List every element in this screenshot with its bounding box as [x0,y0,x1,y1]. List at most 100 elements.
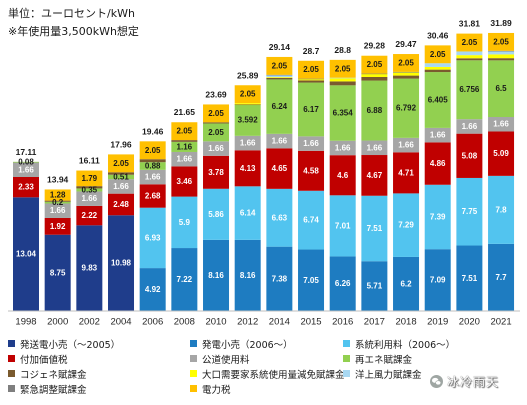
value-label-1998-series-0: 13.04 [16,250,37,259]
bar-2010-series-1 [203,239,230,311]
x-tick-label-2016: 2016 [332,317,353,328]
legend-label: 系統利用料（2006～） [355,339,456,351]
bar-2008-series-1 [171,248,198,311]
value-label-2004-series-3: 2.48 [113,200,129,209]
stacked-bar-chart: 13.042.331.660.088.751.921.660.21.289.83… [8,18,520,328]
bar-2021-series-10 [488,32,515,51]
legend-label: 大口需要家系統使用量減免賦課金 [202,369,345,381]
bar-2019-series-8 [424,63,451,67]
bar-2004-series-10 [108,154,135,173]
bar-2019-series-7 [424,66,451,70]
value-label-2017-series-1: 5.71 [367,282,383,291]
value-label-2015-series-10: 2.05 [303,65,319,74]
x-tick-label-2000: 2000 [47,317,68,328]
bar-2014-series-2 [266,188,293,247]
bar-2006-series-3 [139,184,166,208]
x-tick-label-2004: 2004 [110,317,131,328]
bar-2018-series-3 [393,152,420,194]
legend-item-6: コジェネ賦課金 [8,366,190,381]
x-tick-label-2008: 2008 [174,317,195,328]
bar-2020-series-5 [456,60,483,120]
bar-2012-series-2 [234,186,261,240]
value-label-2021-series-1: 7.7 [495,273,507,282]
value-label-2018-series-3: 4.71 [398,168,414,177]
bar-2014-series-9 [266,74,293,76]
total-label-2020: 31.81 [459,19,481,29]
bar-2019-series-6 [424,69,451,73]
legend-item-8: 洋上風力賦課金 [343,366,513,381]
value-label-2015-series-3: 4.58 [303,166,319,175]
value-label-2008-series-10: 2.05 [177,127,193,136]
bar-2017-series-10 [361,55,388,74]
value-label-2021-series-10: 2.05 [493,37,509,46]
value-label-2008-series-4: 1.66 [177,155,193,164]
legend-item-0: 発送電小売（～2005） [8,336,190,351]
value-label-2010-series-4: 1.66 [208,144,224,153]
legend-label: 発電小売（2006～） [202,339,293,351]
bar-1998-series-5 [13,161,39,163]
bar-2015-series-5 [298,82,325,137]
value-label-2021-series-2: 7.8 [495,205,507,214]
value-label-2018-series-2: 7.29 [398,221,414,230]
bar-2015-series-7 [298,78,325,81]
bar-2008-series-6 [171,140,198,142]
legend-item-2: 系統利用料（2006～） [343,336,513,351]
bar-2020-series-1 [456,245,483,311]
bar-2020-series-7 [456,55,483,59]
bar-2020-series-2 [456,177,483,246]
total-label-2006: 19.46 [142,126,164,136]
bar-2014-series-3 [266,148,293,189]
bar-2016-series-7 [329,78,356,82]
value-label-2006-series-2: 6.93 [145,233,161,242]
x-tick-label-2002: 2002 [79,317,100,328]
x-tick-label-1998: 1998 [15,317,36,328]
legend-swatch [8,370,15,377]
total-label-2016: 28.8 [334,45,351,55]
value-label-2014-series-4: 1.66 [272,137,288,146]
bar-2021-series-5 [488,60,515,118]
bar-2006-series-10 [139,141,166,160]
value-label-2006-series-10: 2.05 [145,146,161,155]
wechat-icon [430,375,443,388]
value-label-2020-series-4: 1.66 [462,122,478,131]
value-label-2021-series-3: 5.09 [493,149,509,158]
value-label-2004-series-0: 10.98 [111,259,132,268]
value-label-2019-series-4: 1.66 [430,131,446,140]
value-label-2019-series-3: 4.86 [430,159,446,168]
legend-swatch [8,385,15,392]
legend-swatch [343,355,350,362]
bar-2016-series-4 [329,140,356,156]
value-label-2020-series-10: 2.05 [462,38,478,47]
value-label-2018-series-10: 2.05 [398,58,414,67]
bar-2014-series-8 [266,74,293,78]
value-label-1998-series-3: 2.33 [18,183,34,192]
bar-2015-series-6 [298,80,325,83]
bar-2014-series-6 [266,77,293,80]
value-label-2004-series-4: 1.66 [113,182,129,191]
bar-2010-series-4 [203,141,230,156]
bar-2010-series-10 [203,104,230,123]
value-label-2016-series-1: 6.26 [335,279,351,288]
value-label-2020-series-5: 6.756 [459,85,480,94]
bar-2014-series-4 [266,133,293,149]
bar-2004-series-4 [108,179,135,194]
legend-label: 発送電小売（～2005） [20,339,121,351]
value-label-2004-series-10: 2.05 [113,159,129,168]
bar-2010-series-2 [203,188,230,240]
bar-2020-series-6 [456,58,483,61]
bar-2000-series-5 [44,201,71,204]
bar-2008-series-10 [171,122,198,141]
bar-2018-series-6 [393,75,420,79]
value-label-2006-series-4: 1.66 [145,173,161,182]
total-label-2014: 29.14 [269,42,291,52]
legend-label: 公道使用料 [202,354,250,366]
value-label-2015-series-1: 7.05 [303,276,319,285]
x-tick-label-2010: 2010 [205,317,226,328]
x-tick-label-2020: 2020 [459,317,480,328]
bar-2017-series-4 [361,140,388,156]
x-tick-label-2012: 2012 [237,317,258,328]
bar-2006-series-4 [139,169,166,185]
legend-swatch [190,385,197,392]
bar-2012-series-1 [234,239,261,311]
bar-1998-series-3 [13,176,39,198]
